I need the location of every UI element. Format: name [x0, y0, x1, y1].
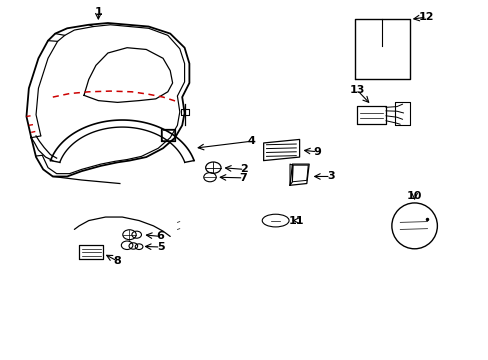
Text: 8: 8: [113, 256, 121, 266]
Text: 5: 5: [157, 242, 164, 252]
Text: 7: 7: [239, 173, 247, 183]
Text: 10: 10: [406, 191, 422, 201]
Text: 6: 6: [156, 231, 164, 242]
Text: 9: 9: [313, 147, 321, 157]
Text: 13: 13: [349, 85, 364, 95]
Text: 4: 4: [247, 136, 255, 146]
Text: 2: 2: [240, 165, 248, 174]
Text: 11: 11: [288, 216, 304, 226]
Text: 12: 12: [418, 12, 433, 22]
Text: 1: 1: [94, 8, 102, 17]
Text: 3: 3: [326, 171, 334, 181]
